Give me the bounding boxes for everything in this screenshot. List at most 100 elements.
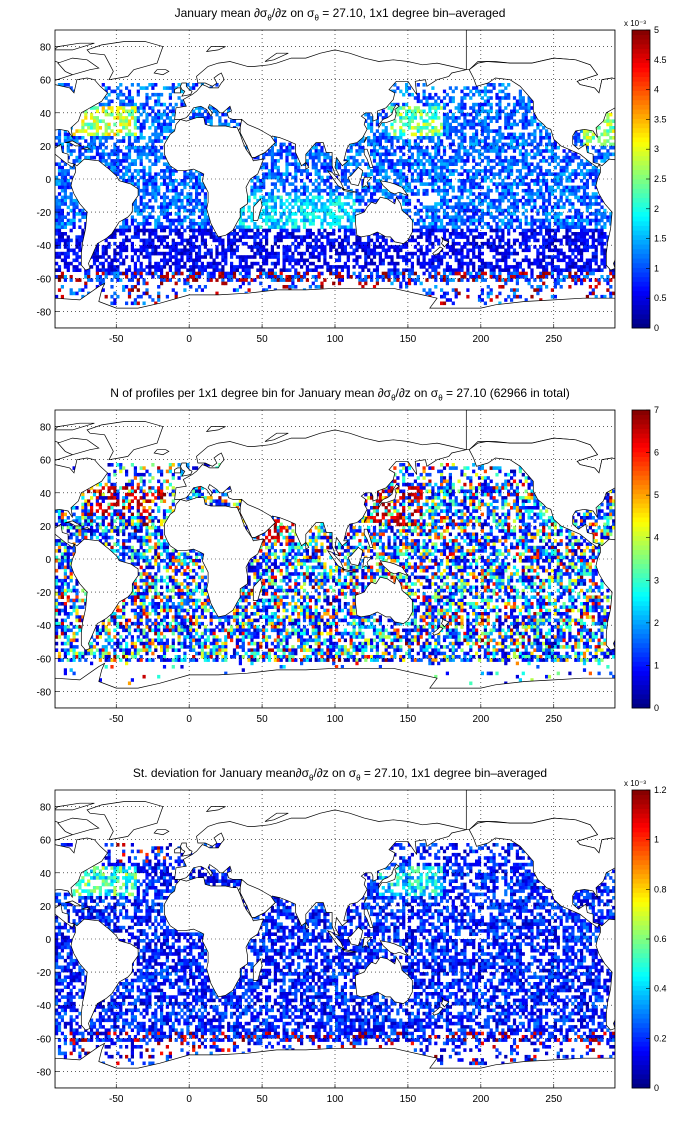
data-cell bbox=[460, 96, 464, 100]
data-cell bbox=[203, 245, 207, 249]
data-cell bbox=[367, 165, 371, 170]
data-cell bbox=[171, 245, 175, 249]
data-cell bbox=[387, 162, 391, 166]
data-cell bbox=[524, 149, 528, 153]
data-cell bbox=[460, 215, 464, 219]
data-cell bbox=[168, 126, 172, 130]
data-cell bbox=[273, 185, 277, 190]
data-cell bbox=[483, 232, 487, 236]
data-cell bbox=[247, 271, 251, 276]
data-cell bbox=[285, 228, 289, 233]
data-cell bbox=[343, 172, 347, 176]
data-cell bbox=[84, 139, 88, 143]
data-cell bbox=[512, 139, 517, 143]
data-cell bbox=[413, 179, 417, 183]
data-cell bbox=[501, 145, 505, 150]
data-cell bbox=[428, 265, 432, 269]
data-cell bbox=[165, 225, 169, 229]
data-cell bbox=[609, 136, 613, 140]
data-cell bbox=[323, 255, 327, 259]
data-cell bbox=[279, 172, 283, 176]
data-cell bbox=[442, 116, 447, 120]
data-cell bbox=[165, 86, 169, 90]
data-cell bbox=[340, 169, 344, 173]
data-cell bbox=[157, 222, 161, 226]
data-cell bbox=[466, 241, 470, 246]
data-cell bbox=[539, 165, 543, 170]
data-cell bbox=[405, 261, 409, 266]
data-cell bbox=[483, 261, 487, 266]
data-cell bbox=[197, 255, 202, 259]
data-cell bbox=[125, 222, 129, 226]
data-cell bbox=[98, 126, 102, 130]
data-cell bbox=[361, 172, 365, 176]
data-cell bbox=[291, 152, 295, 157]
data-cell bbox=[294, 235, 298, 239]
data-cell bbox=[160, 102, 164, 107]
data-cell bbox=[60, 172, 64, 176]
data-cell bbox=[568, 261, 572, 266]
data-cell bbox=[180, 205, 184, 210]
data-cell bbox=[174, 195, 178, 200]
data-cell bbox=[352, 155, 356, 160]
data-cell bbox=[574, 208, 578, 213]
data-cell bbox=[463, 188, 467, 193]
data-cell bbox=[343, 265, 347, 269]
data-cell bbox=[186, 195, 190, 200]
data-cell bbox=[460, 136, 464, 140]
data-cell bbox=[466, 122, 470, 127]
data-cell bbox=[448, 232, 452, 236]
data-cell bbox=[314, 255, 318, 259]
data-cell bbox=[136, 232, 140, 236]
data-cell bbox=[57, 169, 62, 173]
data-cell bbox=[442, 188, 447, 193]
data-cell bbox=[130, 271, 134, 276]
data-cell bbox=[422, 261, 426, 266]
data-cell bbox=[212, 265, 216, 269]
data-cell bbox=[594, 195, 598, 200]
data-cell bbox=[437, 152, 441, 157]
data-cell bbox=[145, 96, 149, 100]
data-cell bbox=[195, 112, 199, 117]
data-cell bbox=[399, 155, 403, 160]
data-cell bbox=[145, 228, 149, 233]
data-cell bbox=[585, 179, 589, 183]
data-cell bbox=[346, 275, 350, 279]
data-cell bbox=[189, 185, 193, 190]
data-cell bbox=[311, 261, 315, 266]
data-cell bbox=[442, 149, 447, 153]
data-cell bbox=[571, 248, 575, 253]
data-cell bbox=[189, 86, 193, 90]
data-cell bbox=[276, 235, 280, 239]
data-cell bbox=[55, 215, 59, 219]
data-cell bbox=[183, 278, 187, 282]
data-cell bbox=[145, 188, 149, 193]
data-cell bbox=[372, 179, 377, 183]
data-cell bbox=[475, 225, 479, 229]
data-cell bbox=[475, 169, 479, 173]
data-cell bbox=[539, 192, 543, 196]
data-cell bbox=[168, 251, 172, 256]
data-cell bbox=[154, 83, 158, 87]
data-cell bbox=[390, 165, 394, 170]
data-cell bbox=[594, 172, 598, 176]
data-cell bbox=[323, 208, 327, 213]
data-cell bbox=[294, 159, 298, 163]
data-cell bbox=[209, 271, 213, 276]
data-cell bbox=[512, 241, 517, 246]
data-cell bbox=[291, 251, 295, 256]
data-cell bbox=[305, 248, 309, 253]
data-cell bbox=[489, 116, 493, 120]
data-cell bbox=[206, 271, 210, 276]
data-cell bbox=[512, 132, 517, 137]
data-cell bbox=[329, 238, 333, 243]
data-cell bbox=[238, 258, 242, 263]
data-cell bbox=[419, 228, 423, 233]
data-cell bbox=[512, 265, 517, 269]
data-cell bbox=[160, 92, 164, 97]
data-cell bbox=[486, 208, 490, 213]
data-cell bbox=[273, 165, 277, 170]
data-cell bbox=[431, 188, 435, 193]
data-cell bbox=[130, 245, 134, 249]
data-cell bbox=[279, 212, 283, 216]
